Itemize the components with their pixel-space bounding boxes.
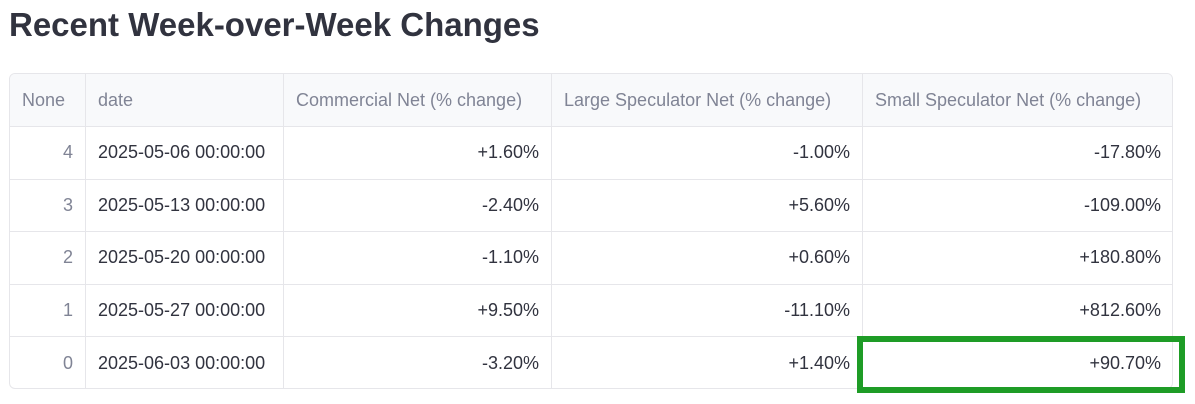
table-cell: 3	[10, 179, 86, 233]
table-cell: +9.50%	[284, 284, 552, 338]
table-cell: 2025-05-20 00:00:00	[86, 232, 284, 285]
table-cell: +0.60%	[552, 232, 863, 285]
table-cell: -1.00%	[552, 127, 863, 180]
column-header[interactable]: None	[10, 74, 86, 127]
table-cell: 4	[10, 127, 86, 180]
table-cell: -109.00%	[863, 180, 1172, 233]
table-cell: -17.80%	[863, 127, 1172, 180]
table-cell: 2025-05-13 00:00:00	[86, 179, 284, 233]
table-cell: +90.70%	[863, 337, 1172, 388]
data-table: None date Commercial Net (% change) Large S…	[9, 73, 1173, 389]
table-cell: +180.80%	[863, 232, 1172, 285]
table-cell: 1	[10, 284, 86, 338]
table-cell: 2025-05-27 00:00:00	[86, 284, 284, 338]
table-cell: 2025-05-06 00:00:00	[86, 127, 284, 180]
table-cell: -11.10%	[552, 284, 863, 338]
table-cell: -1.10%	[284, 232, 552, 285]
table-cell: +1.40%	[552, 337, 863, 388]
column-header[interactable]: Small Speculator Net (% change)	[863, 74, 1172, 127]
column-header[interactable]: Commercial Net (% change)	[284, 74, 552, 127]
table-cell: -3.20%	[284, 337, 552, 388]
table-cell: 0	[10, 337, 86, 388]
table-cell: +5.60%	[552, 179, 863, 233]
table-cell: +812.60%	[863, 285, 1172, 338]
table-cell: -2.40%	[284, 179, 552, 233]
highlight-box	[857, 336, 1185, 393]
table-cell: +1.60%	[284, 127, 552, 180]
table-cell: 2025-06-03 00:00:00	[86, 337, 284, 388]
column-header[interactable]: Large Speculator Net (% change)	[552, 74, 863, 127]
column-header[interactable]: date	[86, 74, 284, 127]
table-cell: 2	[10, 232, 86, 285]
page-title: Recent Week-over-Week Changes	[9, 6, 540, 43]
